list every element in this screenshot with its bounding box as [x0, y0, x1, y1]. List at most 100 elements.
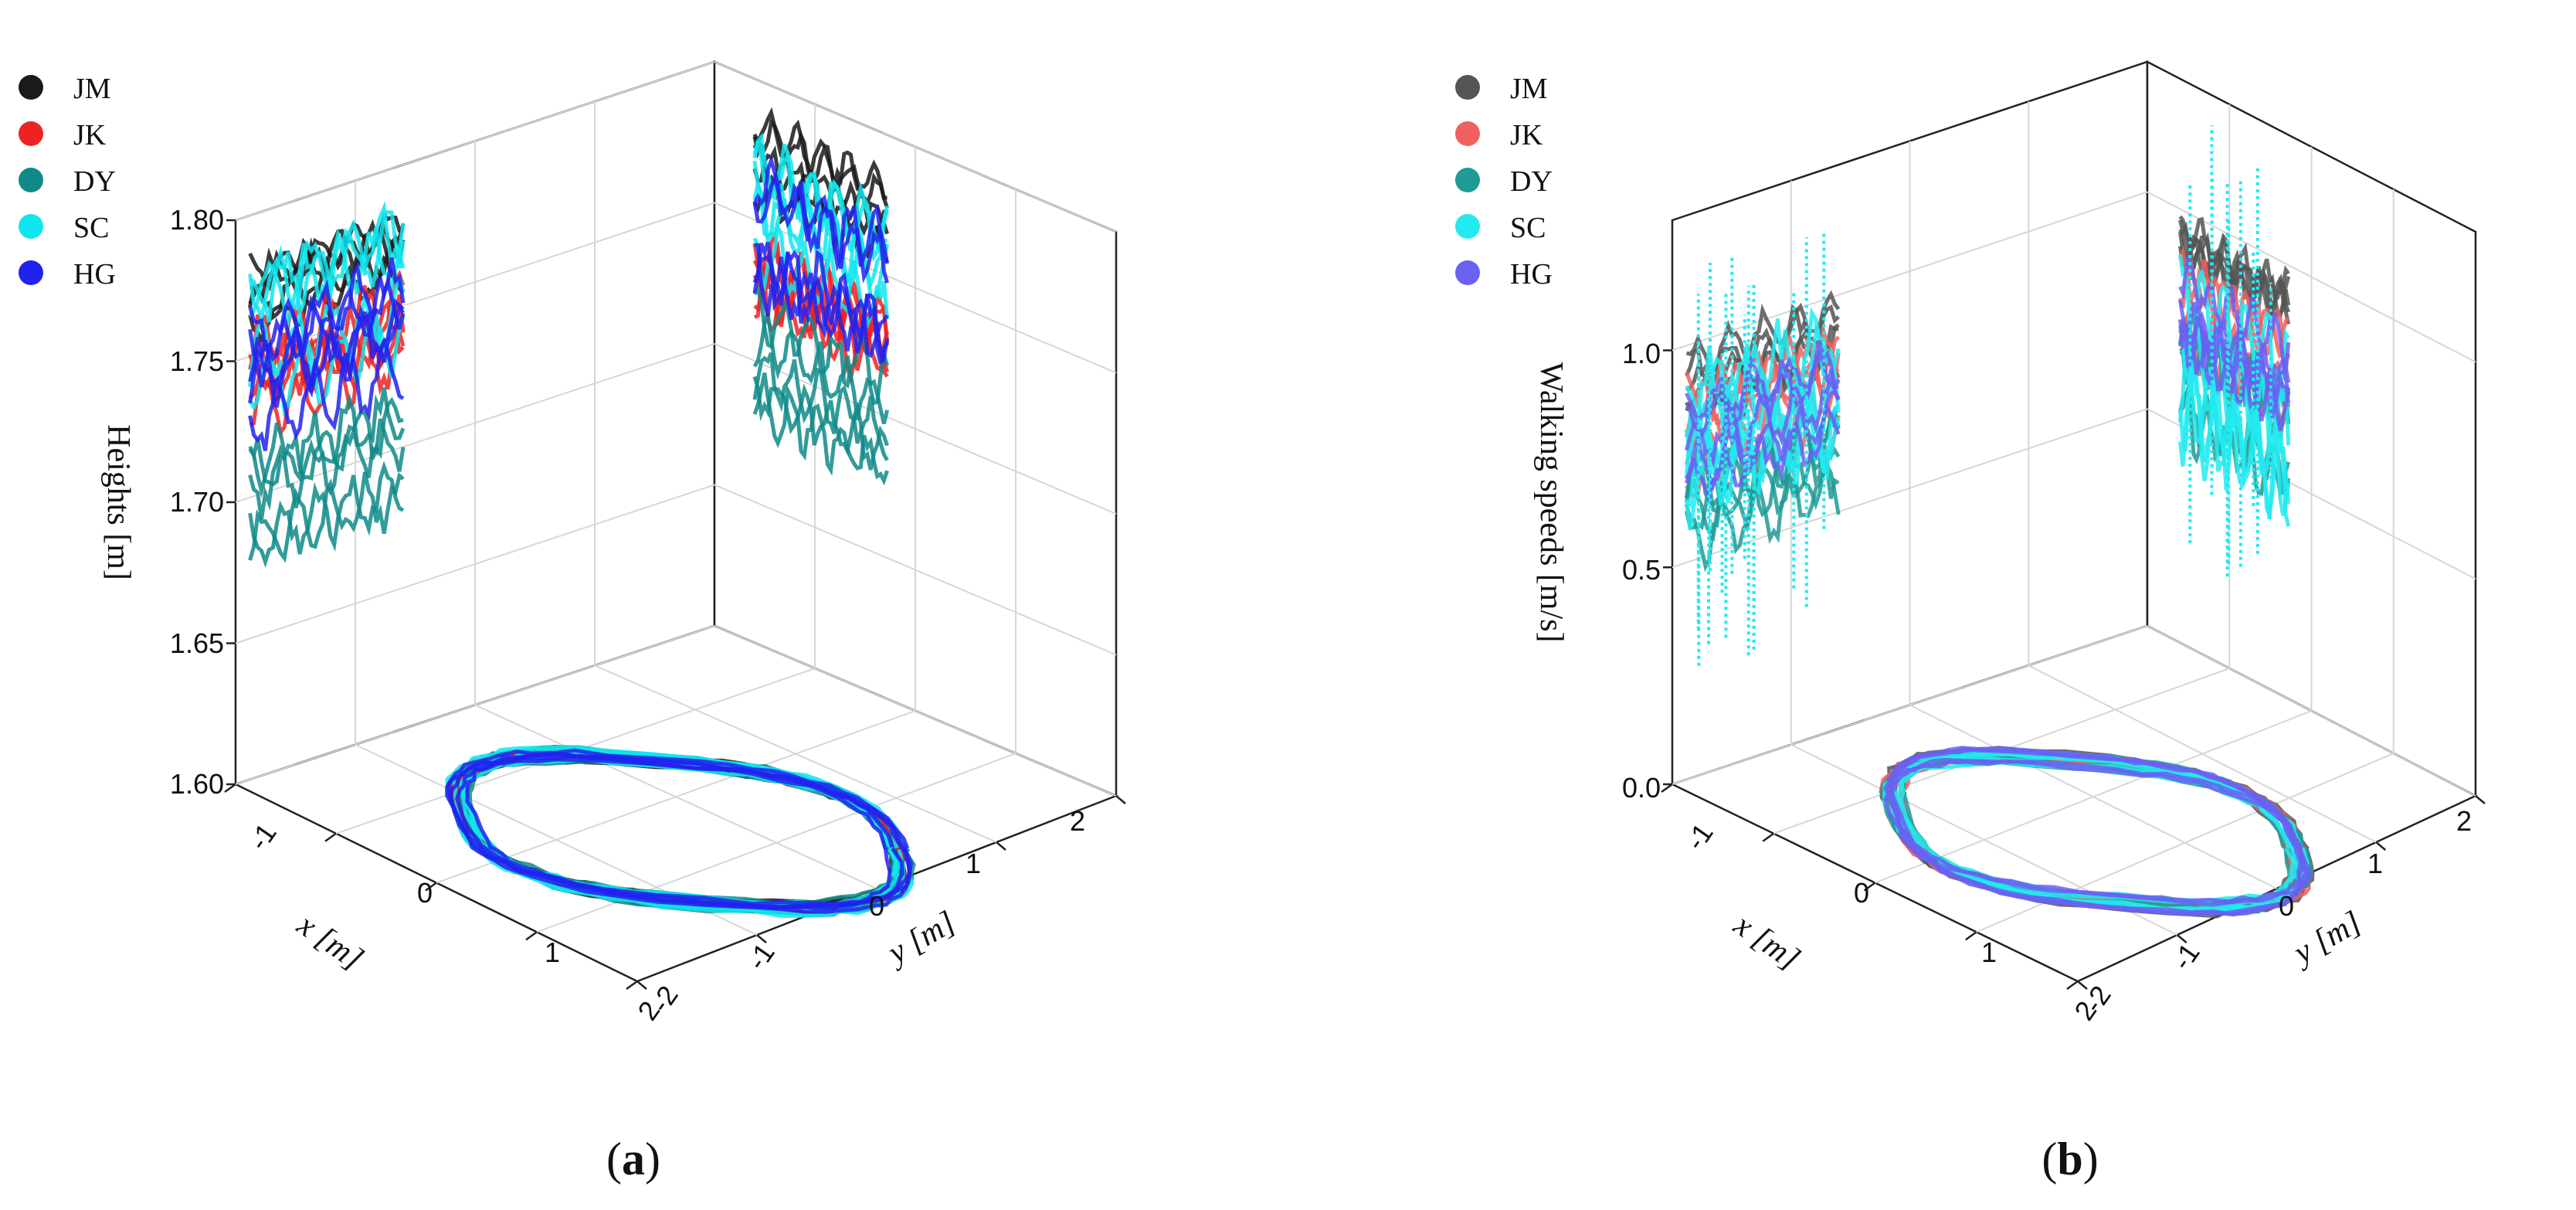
panel-a-legend: JM JK DY SC HG: [19, 73, 116, 291]
panel-b-caption: (b): [2041, 1134, 2098, 1185]
panel-b-x-ticks: -1 0 1 2: [1679, 817, 2103, 1026]
panel-b-scatter-layer: [1684, 125, 2315, 919]
panel-b-legend-label: HG: [1510, 258, 1553, 291]
panel-a-legend-label: SC: [73, 212, 109, 244]
panel-a-legend-marker: [19, 214, 43, 239]
panel-b-z-axis-title: Walking speeds [m/s]: [1533, 362, 1569, 643]
panel-a-legend-marker: [19, 168, 43, 192]
panel-b-z-tick: 1.0: [1622, 338, 1661, 369]
trace-floor: [1889, 746, 2308, 916]
panel-a-x-tick: 1: [545, 936, 560, 968]
panel-b-legend-item: SC: [1455, 212, 1546, 244]
trace-right-wall: [752, 144, 889, 236]
panel-b-x-axis-title: x [m]: [1727, 907, 1807, 977]
panel-a-z-tick: 1.80: [170, 204, 224, 236]
trace-floor: [1898, 751, 2296, 913]
series-SC-outliers: [1696, 125, 2272, 666]
gridline: [474, 704, 877, 889]
panel-a-caption: (a): [606, 1134, 660, 1185]
panel-a-z-tick: 1.60: [170, 768, 224, 800]
panel-a-legend-marker: [19, 121, 43, 146]
panel-a-legend-item: JK: [19, 119, 107, 151]
panel-a-y-tick: 2: [1070, 805, 1085, 837]
x-tick-mark: [224, 783, 236, 794]
panel-a-x-axis-title: x [m]: [290, 907, 370, 977]
trace-left-wall: [1685, 388, 1840, 509]
x-tick-mark: [1661, 783, 1673, 794]
panel-b-y-axis-title: y [m]: [2286, 905, 2367, 973]
series-HG: [1685, 253, 2313, 917]
panel-a-y-axis-title: y [m]: [880, 905, 962, 973]
panel-a-y-tick: 0: [869, 890, 884, 922]
panel-a-plot: 1.80 1.75 1.70 1.65 1.60 Heights [m] -1 …: [19, 60, 1126, 1185]
panel-a-x-tick: -1: [243, 817, 283, 856]
panel-b-gridlines: [1661, 101, 2486, 991]
trace-right-wall: [752, 154, 890, 284]
panel-b-z-tick: 0.0: [1622, 772, 1661, 804]
panel-b-legend: JM JK DY SC HG: [1455, 73, 1553, 291]
panel-a-x-tick: 0: [417, 877, 433, 909]
y-tick-mark: [2475, 795, 2486, 804]
trace-left-wall: [248, 275, 406, 388]
panel-b-x-tick: 1: [1981, 936, 1997, 968]
panel-b-legend-label: JK: [1510, 119, 1543, 151]
trace-left-wall: [1685, 369, 1841, 468]
panel-b-y-tick: 2: [2456, 805, 2472, 837]
panel-a-legend-marker: [19, 260, 43, 285]
trace-left-wall: [1685, 348, 1841, 437]
trace-right-wall: [752, 313, 890, 424]
trace-floor: [1882, 757, 2313, 907]
trace-right-wall: [752, 372, 889, 486]
panel-a-legend-item: DY: [19, 165, 116, 198]
trace-left-wall: [248, 461, 405, 568]
trace-left-wall: [1685, 461, 1841, 573]
panel-b-legend-marker: [1455, 121, 1480, 146]
panel-a-z-tick: 1.70: [170, 486, 224, 518]
trace-right-wall: [752, 352, 889, 461]
trace-left-wall: [248, 337, 405, 451]
trace-left-wall: [248, 257, 406, 362]
y-tick-mark: [2176, 934, 2187, 943]
panel-b-x-tick: -1: [1679, 817, 1719, 856]
panel-a-y-tick: 1: [966, 848, 981, 879]
x-tick-mark: [1965, 931, 1977, 941]
panel-a-legend-marker: [19, 75, 43, 100]
panel-b-z-ticks: 1.0 0.5 0.0: [1622, 338, 1661, 804]
panel-a-y-tick: -1: [741, 937, 781, 976]
panel-b-legend-label: DY: [1510, 165, 1553, 198]
panel-a-scatter-layer: [248, 107, 916, 918]
gridline: [594, 664, 997, 843]
panel-a-legend-item: HG: [19, 258, 116, 291]
trace-left-wall: [1685, 404, 1841, 505]
gridline: [1909, 704, 2277, 889]
panel-b-plot: 1.0 0.5 0.0 Walking speeds [m/s] -1 0 1 …: [1455, 59, 2486, 1185]
gridline: [2028, 664, 2377, 843]
panel-b-legend-item: HG: [1455, 258, 1553, 291]
panel-b-y-tick: -1: [2166, 937, 2206, 976]
panel-a-z-ticks: 1.80 1.75 1.70 1.65 1.60: [170, 204, 224, 800]
x-tick-mark: [324, 832, 337, 842]
panel-b-z-tick: 0.5: [1622, 554, 1661, 586]
panel-b-legend-item: JM: [1455, 73, 1548, 105]
trace-floor: [465, 752, 892, 911]
x-tick-mark: [425, 882, 437, 892]
panel-b-legend-marker: [1455, 75, 1480, 100]
panel-b-legend-marker: [1455, 260, 1480, 285]
trace-right-wall: [2178, 360, 2291, 522]
panel-b-legend-item: JK: [1455, 119, 1543, 151]
panel-a-z-axis-title: Heights [m]: [100, 424, 136, 580]
trace-left-wall: [248, 297, 405, 398]
panel-a-legend-label: DY: [73, 165, 116, 198]
y-tick-mark: [2077, 981, 2088, 990]
panel-b-legend-label: SC: [1510, 212, 1546, 244]
trace-left-wall: [248, 275, 406, 388]
y-tick-mark: [996, 841, 1006, 851]
x-tick-mark: [525, 931, 538, 941]
y-tick-mark: [2375, 841, 2387, 851]
panel-a-z-tick: 1.75: [170, 345, 224, 377]
trace-left-wall: [248, 314, 406, 417]
x-tick-mark: [1863, 882, 1876, 892]
panel-b-legend-marker: [1455, 168, 1480, 192]
panel-b-legend-label: JM: [1510, 73, 1548, 105]
